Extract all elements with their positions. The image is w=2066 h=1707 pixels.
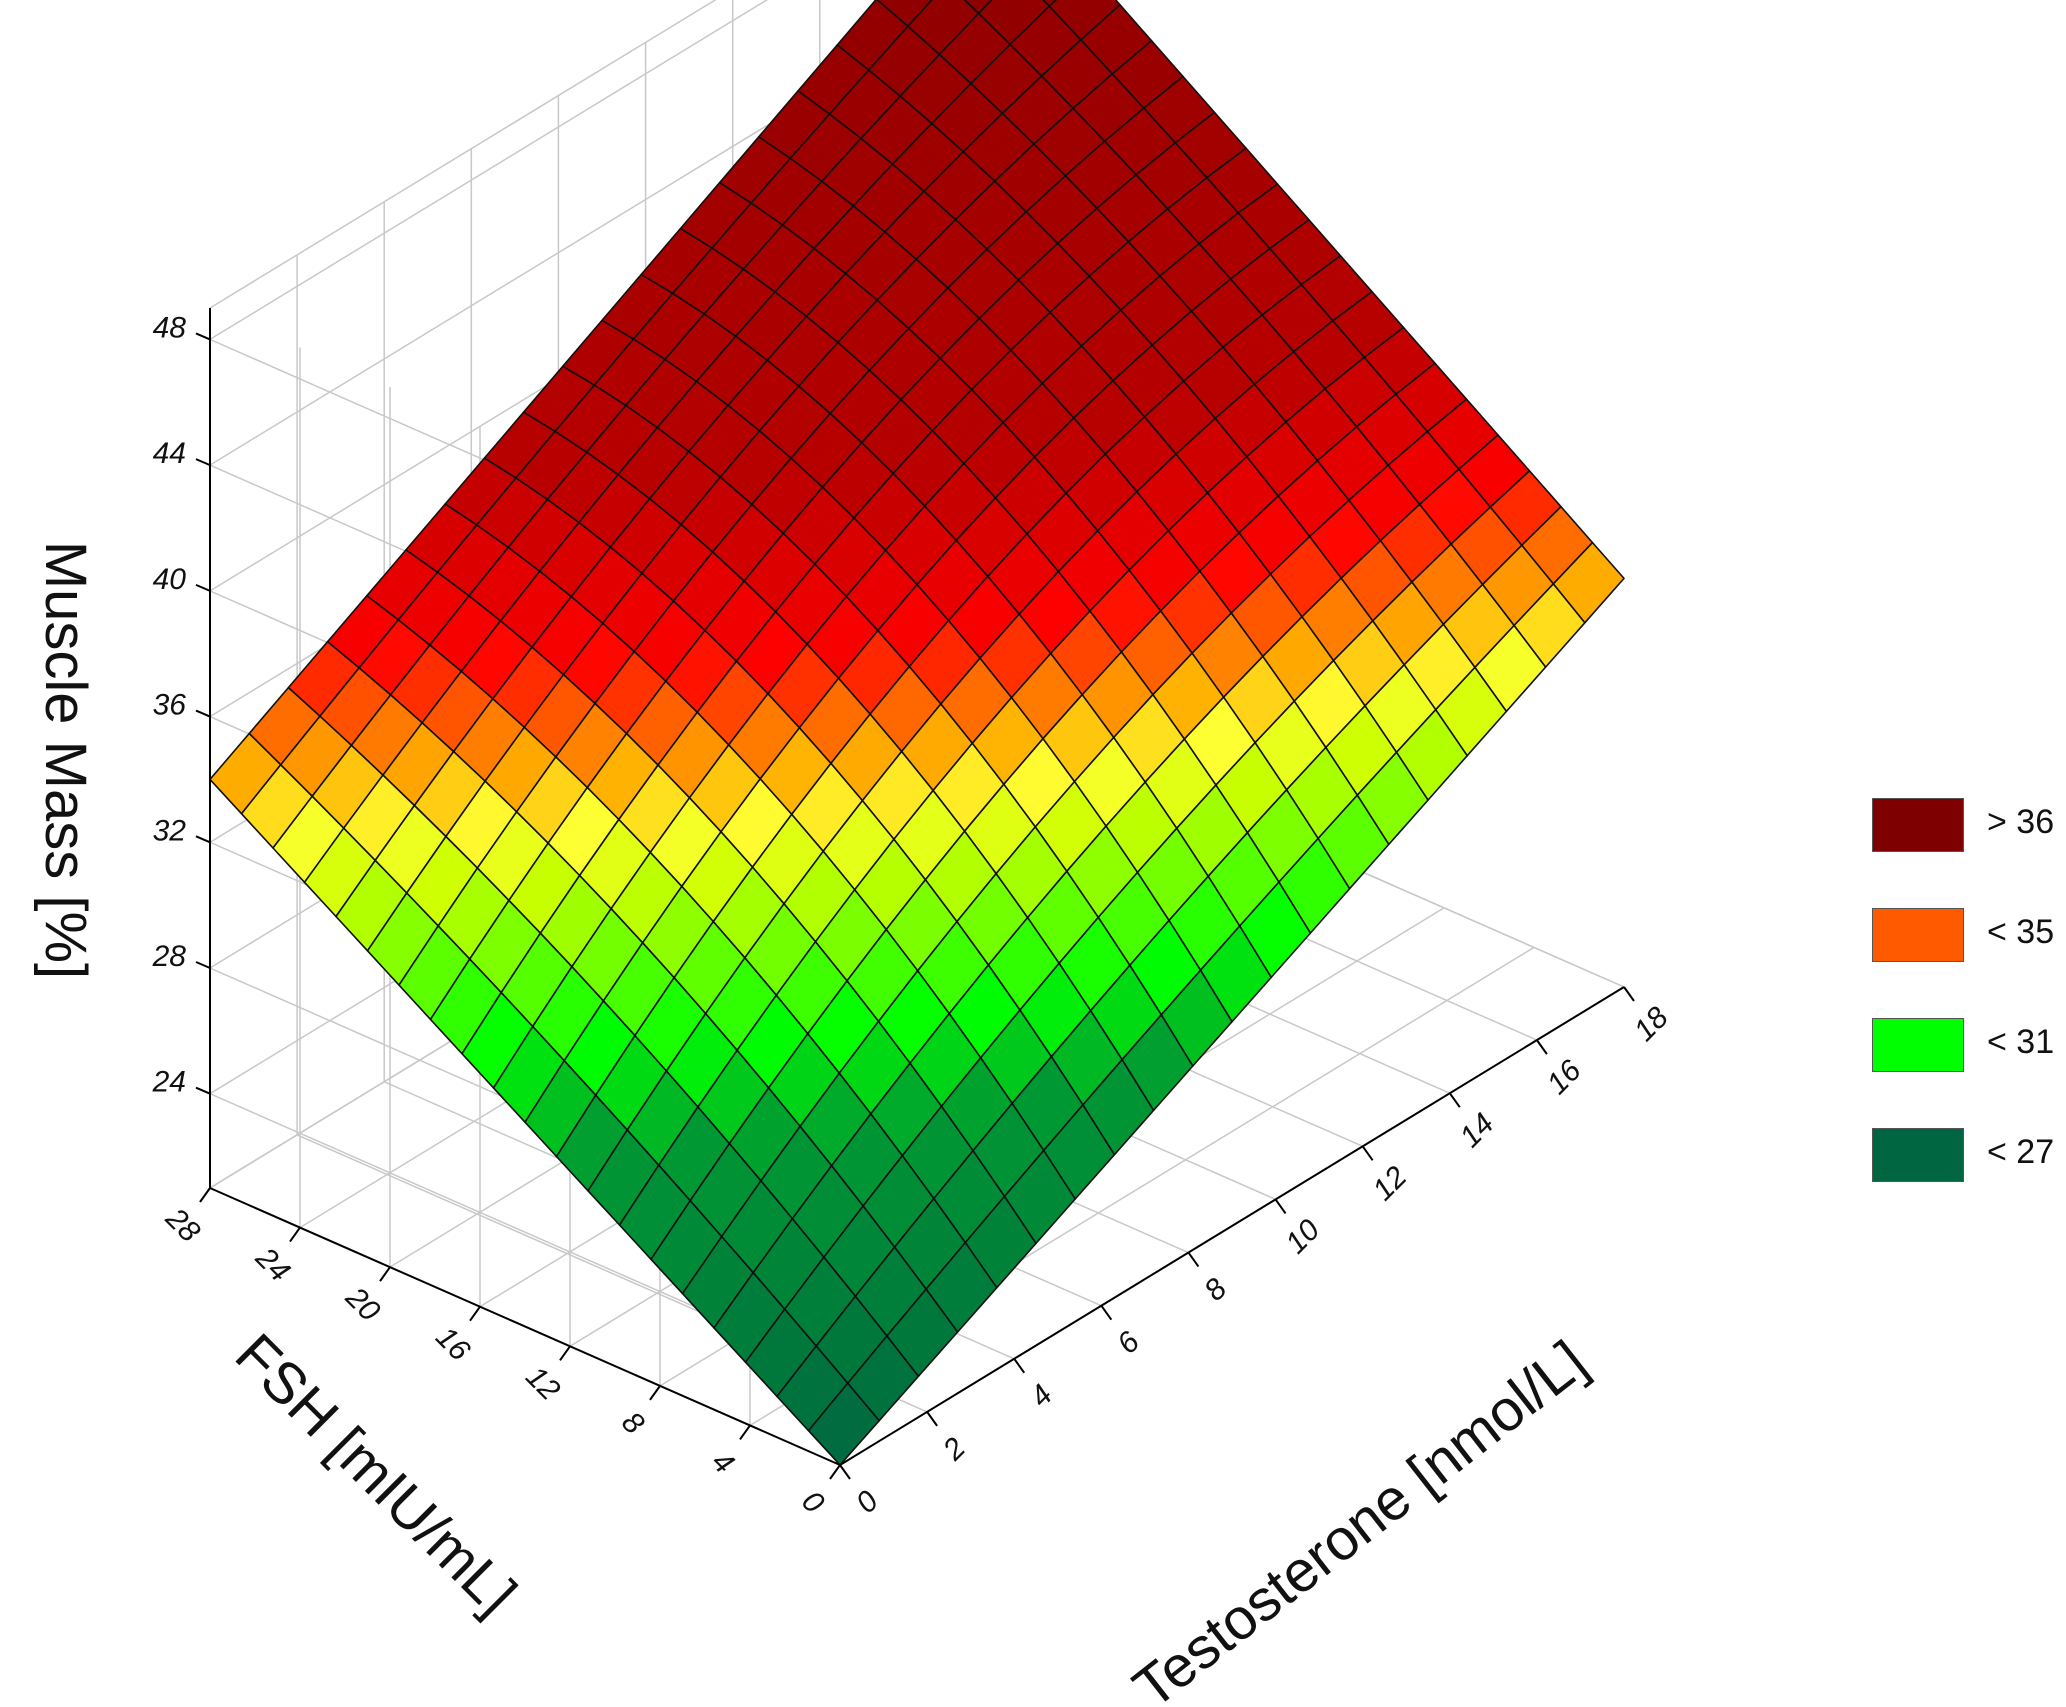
y-tick xyxy=(829,1464,841,1480)
x-tick-label: 4 xyxy=(1024,1378,1059,1413)
y-tick xyxy=(199,1187,211,1203)
z-tick-label: 36 xyxy=(153,689,187,722)
x-tick-label: 18 xyxy=(1628,1001,1675,1048)
z-tick xyxy=(195,332,211,341)
z-tick xyxy=(195,835,211,844)
x-tick-label: 6 xyxy=(1111,1325,1146,1360)
surface-cell xyxy=(807,1382,881,1466)
z-tick xyxy=(195,961,211,969)
x-tick xyxy=(839,1464,851,1480)
x-tick xyxy=(1448,1092,1461,1108)
x-tick-label: 16 xyxy=(1541,1054,1588,1101)
legend-item: < 31 xyxy=(1872,1018,2062,1128)
y-tick xyxy=(649,1385,661,1401)
legend-swatch xyxy=(1872,908,1964,962)
legend-label: > 36 xyxy=(1987,803,2055,841)
legend-item: > 36 xyxy=(1872,798,2062,908)
z-tick-label: 24 xyxy=(152,1066,186,1099)
legend-label: < 35 xyxy=(1987,913,2055,951)
y-tick-label: 16 xyxy=(429,1321,476,1368)
x-tick-label: 8 xyxy=(1198,1272,1233,1307)
y-tick-label: 20 xyxy=(339,1280,387,1328)
z-axis-title: Muscle Mass [%] xyxy=(33,541,98,979)
x-tick xyxy=(1623,986,1635,1002)
z-tick-label: 44 xyxy=(153,437,186,470)
z-tick xyxy=(195,458,211,467)
y-tick xyxy=(559,1345,571,1361)
surface-cell xyxy=(1042,0,1058,8)
surface-mesh xyxy=(209,0,1625,1466)
y-tick xyxy=(739,1424,751,1441)
y-tick-label: 8 xyxy=(615,1406,650,1441)
x-axis-line xyxy=(839,986,1625,1466)
x-tick xyxy=(1013,1358,1026,1374)
y-axis-title: FSH [mIU/mL] xyxy=(223,1321,529,1627)
x-tick xyxy=(1187,1251,1200,1268)
z-tick xyxy=(195,709,211,718)
x-tick-label: 14 xyxy=(1454,1107,1501,1154)
z-tick xyxy=(195,1086,211,1095)
legend-item: < 35 xyxy=(1872,908,2062,1018)
legend-swatch xyxy=(1872,798,1964,852)
y-tick-label: 28 xyxy=(159,1201,207,1249)
x-tick-label: 10 xyxy=(1279,1213,1326,1260)
z-tick xyxy=(195,583,211,592)
legend-label: < 27 xyxy=(1987,1133,2055,1171)
x-tick-label: 0 xyxy=(850,1484,885,1519)
x-tick xyxy=(1100,1305,1113,1321)
z-tick-label: 40 xyxy=(153,563,187,596)
y-tick-label: 0 xyxy=(795,1485,830,1520)
surface-cell xyxy=(963,0,993,15)
y-tick-label: 4 xyxy=(705,1445,740,1480)
y-tick-label: 12 xyxy=(519,1360,566,1407)
y-tick-label: 24 xyxy=(249,1241,297,1289)
x-tick-label: 12 xyxy=(1366,1160,1413,1207)
legend-swatch xyxy=(1872,1018,1964,1072)
z-tick-label: 28 xyxy=(152,940,187,973)
legend-item: < 27 xyxy=(1872,1128,2062,1238)
x-tick xyxy=(1536,1039,1548,1055)
z-tick-label: 32 xyxy=(153,814,187,847)
x-tick-label: 2 xyxy=(936,1431,972,1467)
legend: > 36 < 35 < 31 < 27 xyxy=(1872,798,2062,1238)
legend-swatch xyxy=(1872,1128,1964,1182)
y-tick xyxy=(379,1266,391,1282)
y-axis-line xyxy=(209,1187,841,1466)
x-axis-title: Testosterone [nmol/L] xyxy=(1122,1328,1599,1707)
y-tick xyxy=(469,1306,481,1322)
x-tick xyxy=(1274,1198,1287,1215)
x-tick xyxy=(926,1411,938,1427)
z-tick-label: 48 xyxy=(153,311,187,344)
legend-label: < 31 xyxy=(1987,1023,2055,1061)
y-tick xyxy=(289,1226,301,1243)
x-tick xyxy=(1361,1145,1374,1161)
